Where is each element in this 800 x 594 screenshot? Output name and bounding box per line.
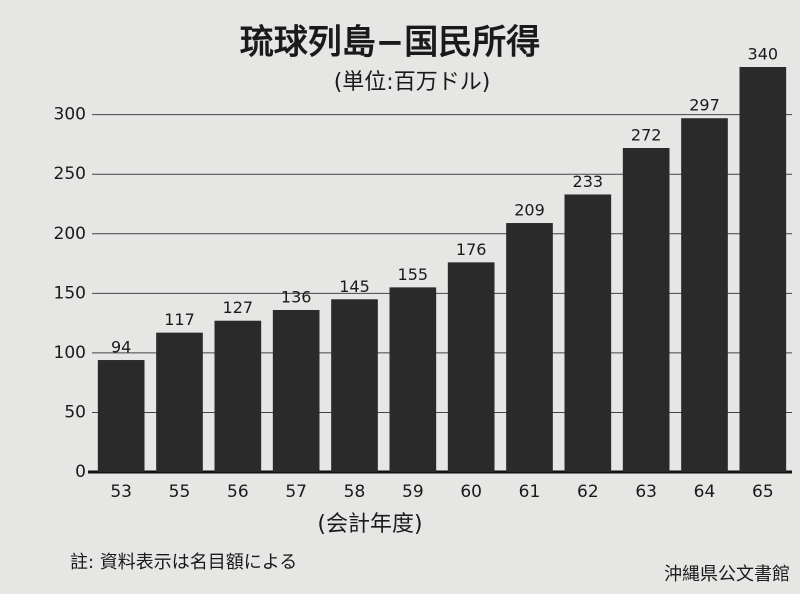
bar	[681, 118, 728, 473]
x-tick-label: 63	[635, 482, 657, 502]
value-label: 136	[281, 288, 312, 307]
bar	[389, 287, 437, 472]
x-tick-label: 56	[227, 482, 249, 502]
x-tick-label: 65	[752, 482, 774, 502]
x-tick-label: 53	[110, 482, 132, 502]
y-tick-label: 250	[54, 164, 86, 184]
value-label: 297	[689, 96, 720, 115]
x-tick-label: 55	[169, 482, 191, 502]
value-label: 233	[573, 172, 604, 191]
y-tick-label: 200	[54, 224, 86, 244]
chart-subtitle: (単位:百万ドル)	[334, 70, 491, 95]
bar	[272, 310, 320, 472]
y-tick-label: 0	[75, 462, 86, 482]
y-tick-label: 50	[64, 402, 86, 422]
x-tick-label: 59	[402, 482, 424, 502]
bar	[214, 320, 262, 472]
x-tick-label: 58	[344, 482, 366, 502]
bar	[564, 194, 612, 473]
value-label: 117	[164, 310, 195, 329]
bar	[739, 67, 787, 472]
value-label: 176	[456, 240, 487, 259]
x-tick-label: 62	[577, 482, 599, 502]
value-label: 209	[514, 201, 545, 220]
note: 註: 資料表示は名目額による	[70, 552, 297, 573]
x-axis-label: (会計年度)	[317, 512, 422, 537]
x-tick-label: 61	[519, 482, 541, 502]
y-tick-label: 150	[54, 283, 86, 303]
value-label: 155	[398, 265, 429, 284]
bar	[447, 262, 495, 472]
value-label: 145	[339, 277, 370, 296]
bar	[622, 148, 670, 472]
x-tick-label: 64	[694, 482, 716, 502]
value-label: 94	[111, 338, 131, 357]
x-tick-label: 57	[285, 482, 307, 502]
x-tick-label: 60	[460, 482, 482, 502]
bar	[156, 332, 203, 472]
bar	[97, 360, 145, 472]
bar	[331, 299, 378, 472]
value-label: 340	[748, 45, 779, 64]
watermark: 沖縄県公文書館	[664, 564, 790, 585]
chart-title: 琉球列島−国民所得	[240, 23, 541, 63]
value-label: 272	[631, 126, 662, 145]
bar	[506, 223, 553, 472]
value-label: 127	[223, 298, 254, 317]
y-tick-label: 100	[54, 343, 86, 363]
y-tick-label: 300	[54, 105, 86, 125]
